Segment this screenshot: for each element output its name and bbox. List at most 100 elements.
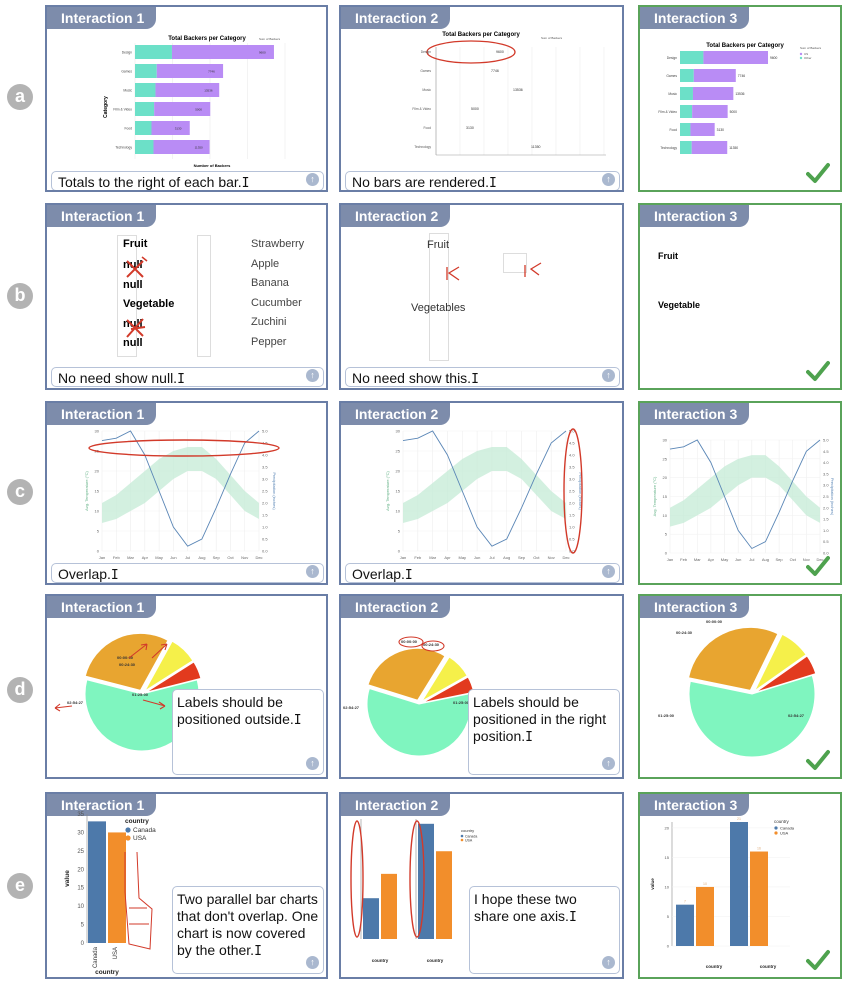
slice-label: 00:24:30 [119, 662, 136, 667]
month-label: Dec [255, 555, 262, 560]
y-tick-label: 5 [81, 923, 85, 929]
annotation-circle [421, 640, 445, 652]
y-tick-label: 5 [667, 914, 670, 919]
month-label: Nov [241, 555, 248, 560]
month-label: Dec [562, 555, 569, 560]
y-tick-label: 30 [396, 429, 401, 434]
total-label: 11350 [729, 146, 738, 150]
feedback-input[interactable]: Labels should be positioned in the right… [468, 689, 620, 775]
total-label: 5000 [471, 107, 479, 111]
legend-item: USA [780, 831, 789, 836]
row-label-d: d [7, 677, 33, 703]
interaction-tag: Interaction 3 [640, 205, 750, 227]
send-icon[interactable]: ↑ [602, 565, 615, 578]
bar-chart-e3: 0 5 10 15 20 7 10 country 21 16 country value countr… [650, 817, 795, 969]
annotation-arrow [128, 643, 148, 659]
send-icon[interactable]: ↑ [306, 369, 319, 382]
pie-chart-d2: 00:00:00 00:24:30 02:54:27 01:25:00 [343, 636, 475, 757]
slice-label: 00:24:30 [676, 630, 693, 635]
feedback-text: Two parallel bar charts that don't overl… [177, 891, 319, 958]
bar-other [153, 140, 210, 154]
feedback-input[interactable]: No bars are rendered.I ↑ [345, 171, 620, 190]
month-label: Jul [185, 555, 190, 560]
success-check-icon [806, 361, 830, 381]
feedback-input[interactable]: No need show this.I ↑ [345, 367, 620, 387]
interaction-tag: Interaction 1 [47, 7, 157, 29]
send-icon[interactable]: ↑ [602, 757, 615, 770]
null-label: null [123, 279, 143, 291]
x-tick-label: USA [113, 947, 119, 959]
y-tick-label: 25 [77, 849, 84, 855]
month-label: Aug [198, 555, 205, 560]
month-label: Mar [127, 555, 135, 560]
month-label: May [155, 555, 163, 560]
legend-marker [799, 56, 803, 60]
send-icon[interactable]: ↑ [306, 565, 319, 578]
feedback-input[interactable]: Overlap.I ↑ [51, 563, 324, 583]
bar-other [171, 45, 274, 59]
y-axis-label: value [650, 878, 655, 890]
category-label: Music [123, 89, 132, 93]
send-icon[interactable]: ↑ [306, 173, 319, 186]
month-label: Sep [213, 555, 221, 560]
bar-canada [88, 821, 106, 943]
month-label: May [721, 557, 729, 562]
feedback-input[interactable]: I hope these two share one axis.I ↑ [469, 886, 620, 974]
y-tick-label: 5 [398, 529, 401, 534]
month-label: Jun [170, 555, 176, 560]
data-label: 10 [703, 882, 707, 886]
category-label: Technology [115, 146, 132, 150]
legend-item: Canada [133, 827, 156, 834]
month-label: Aug [762, 557, 769, 562]
panel-c-interaction-1: Interaction 1 0 5 10 15 20 25 30 0.0 0.5 1.0 1.5 2.… [45, 401, 328, 585]
bar-canada [676, 904, 694, 946]
feedback-input[interactable]: No need show null.I ↑ [51, 367, 324, 387]
send-icon[interactable]: ↑ [602, 956, 615, 969]
row-label-b: b [7, 283, 33, 309]
annotation-arrow [447, 266, 460, 281]
x-axis-label: Number of Backers [194, 163, 231, 168]
bar-other [690, 123, 715, 136]
data-label: 21 [737, 817, 741, 821]
feedback-input[interactable]: Totals to the right of each bar.I ↑ [51, 171, 324, 190]
bar-us [680, 87, 693, 100]
row-label-e: e [7, 873, 33, 899]
month-label: Jun [735, 557, 741, 562]
feedback-text: Labels should be positioned in the right… [473, 694, 607, 744]
total-label: 7746 [491, 69, 499, 73]
pie-slice [144, 640, 194, 692]
y2-tick-label: 4.0 [569, 453, 575, 458]
y2-tick-label: 4.0 [262, 453, 268, 458]
precipitation-line [402, 430, 567, 547]
chart-c3: 0 5 10 15 20 25 30 0.0 0.5 1.0 1.5 2.0 2.5 3.0 3.5 4.0 4… [652, 438, 835, 563]
feedback-input[interactable]: Two parallel bar charts that don't overl… [172, 886, 324, 974]
bar-other [692, 105, 728, 118]
feedback-input[interactable]: Overlap.I ↑ [345, 563, 620, 583]
month-label: Mar [429, 555, 437, 560]
pie-slice [687, 626, 779, 691]
legend-title: Sum of Backers [541, 36, 563, 40]
bar-us [680, 51, 704, 64]
highlight-box [503, 253, 527, 273]
send-icon[interactable]: ↑ [602, 369, 615, 382]
month-label: Aug [503, 555, 510, 560]
annotation-circle [426, 40, 516, 64]
send-icon[interactable]: ↑ [306, 757, 319, 770]
feedback-input[interactable]: Labels should be positioned outside.I ↑ [172, 689, 324, 775]
bar-us [680, 123, 691, 136]
legend-marker [125, 827, 131, 833]
y2-tick-label: 4.5 [569, 441, 575, 446]
y-tick-label: 15 [95, 489, 100, 494]
bar-canada [363, 898, 379, 939]
panel-d-interaction-1: Interaction 1 00:00:00 00:24:30 01:25:00 02… [45, 594, 328, 779]
panel-b-interaction-2: Interaction 2 Fruit Vegetables Strawberr… [339, 203, 624, 390]
y-tick-label: 10 [396, 509, 401, 514]
send-icon[interactable]: ↑ [306, 956, 319, 969]
panel-d-interaction-3: Interaction 3 00:00:00 00:24:30 01:25:00 02… [638, 594, 842, 779]
text-cursor-icon: I [293, 713, 302, 728]
month-label: Oct [790, 557, 797, 562]
y2-tick-label: 3.0 [262, 477, 268, 482]
send-icon[interactable]: ↑ [602, 173, 615, 186]
